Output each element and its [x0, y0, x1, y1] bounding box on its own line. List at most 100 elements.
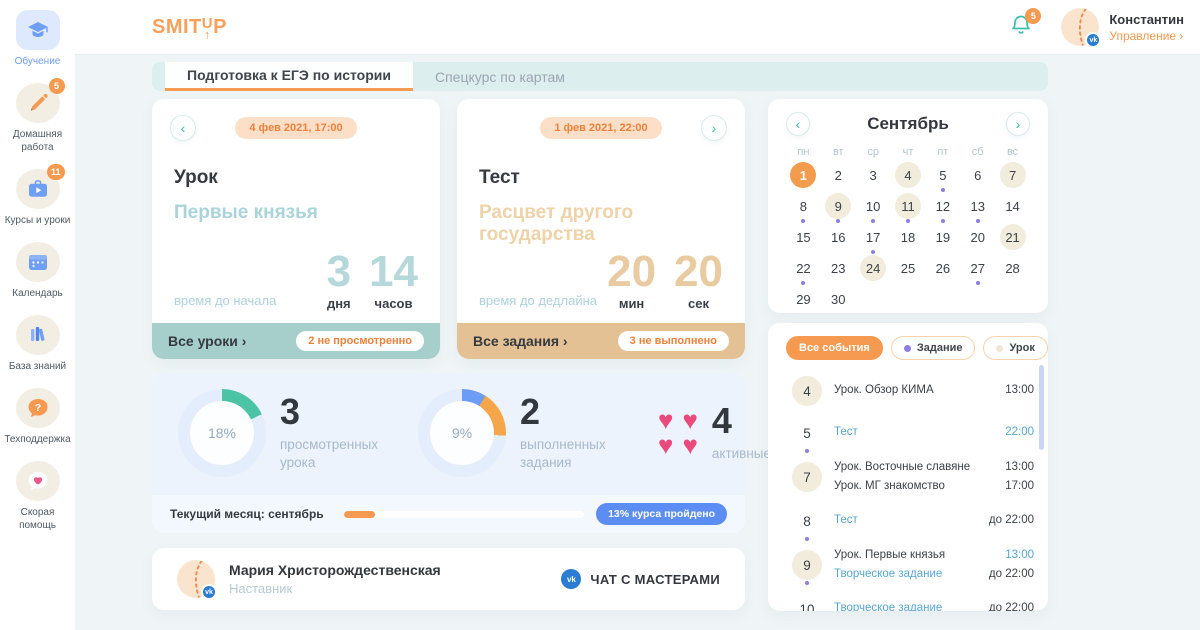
day-number: 30: [831, 291, 846, 307]
day-number: 22: [796, 260, 811, 276]
event-day-number: 4: [792, 376, 822, 406]
day-number: 14: [1005, 198, 1020, 214]
sidebar-item-courses[interactable]: 11 Курсы и уроки: [0, 164, 75, 227]
calendar-day-19[interactable]: 19: [925, 224, 960, 250]
user-name: Константин: [1109, 11, 1184, 27]
calendar-day-24[interactable]: 24: [856, 255, 891, 281]
event-row-day-7[interactable]: 7 Урок. Восточные славяне 13:00 Урок. МГ зн…: [786, 454, 1034, 500]
lesson-prev-button[interactable]: ‹: [170, 115, 196, 141]
vk-icon: vk: [201, 584, 217, 600]
lesson-hours-value: 14: [369, 247, 418, 297]
events-scrollbar[interactable]: [1039, 365, 1044, 450]
event-row-day-10[interactable]: 10 Творческое задание до 22:00: [786, 588, 1034, 611]
sidebar-item-education[interactable]: Обучение: [0, 10, 75, 68]
filter-chip-all[interactable]: Все события: [786, 336, 883, 360]
day-number: 8: [799, 198, 808, 214]
tab-maps-course[interactable]: Спецкурс по картам: [434, 68, 565, 85]
sidebar-item-label: Скорая помощь: [19, 507, 56, 531]
day-number: 2: [834, 167, 842, 183]
sidebar-item-knowledge[interactable]: База знаний: [0, 315, 75, 373]
calendar-day-29[interactable]: 29: [786, 286, 821, 312]
sidebar-count-badge: 5: [48, 78, 65, 94]
calendar-day-13[interactable]: 13: [960, 193, 995, 223]
calendar-day-1[interactable]: 1: [786, 162, 821, 188]
calendar-day-16[interactable]: 16: [821, 224, 856, 250]
chat-with-masters-button[interactable]: vk ЧАТ С МАСТЕРАМИ: [561, 569, 720, 589]
day-number: 16: [831, 229, 846, 245]
lives-count: 4: [711, 399, 732, 441]
event-time: до 22:00: [988, 514, 1034, 527]
calendar-day-11[interactable]: 11: [891, 193, 926, 223]
calendar-day-3[interactable]: 3: [856, 162, 891, 188]
calendar-day-22[interactable]: 22: [786, 255, 821, 285]
test-title: Расцвет другого государства: [479, 202, 634, 245]
notifications-bell-icon[interactable]: 5: [1009, 8, 1042, 40]
filter-chip-lesson[interactable]: Урок: [983, 336, 1048, 360]
sidebar-item-calendar[interactable]: Календарь: [0, 242, 75, 300]
event-row-day-4[interactable]: 4 Урок. Обзор КИМА 13:00: [786, 370, 1034, 412]
event-title: Урок. МГ знакомство: [834, 479, 945, 492]
calendar-day-27[interactable]: 27: [960, 255, 995, 285]
day-number: 27: [970, 260, 985, 276]
calendar-day-17[interactable]: 17: [856, 224, 891, 254]
tab-ege-history[interactable]: Подготовка к ЕГЭ по истории: [165, 62, 413, 91]
mentor-avatar: vk: [177, 560, 217, 600]
mentor-card: vk Мария Христорождественская Наставник …: [152, 548, 745, 610]
all-tasks-link[interactable]: Все задания ›: [473, 333, 568, 349]
sidebar-item-support[interactable]: ? Техподдержка: [0, 388, 75, 446]
calendar-day-6[interactable]: 6: [960, 162, 995, 188]
calendar-day-9[interactable]: 9: [821, 193, 856, 223]
user-manage-link[interactable]: Управление ›: [1109, 28, 1184, 43]
calendar-day-8[interactable]: 8: [786, 193, 821, 223]
filter-chip-task[interactable]: Задание: [890, 336, 976, 360]
sidebar-item-homework[interactable]: 5 Домашняя работа: [0, 78, 75, 154]
day-number: 12: [935, 198, 951, 214]
day-number: 15: [796, 229, 811, 245]
event-row-day-9[interactable]: 9 Урок. Первые князья 13:00 Творческое зада…: [786, 542, 1034, 588]
day-number: 18: [900, 229, 916, 245]
day-number: 20: [970, 229, 985, 245]
all-lessons-footer[interactable]: Все уроки › 2 не просмотренно: [152, 323, 440, 359]
logo-text: SMIT: [152, 15, 202, 38]
calendar-day-18[interactable]: 18: [891, 224, 926, 250]
all-tasks-footer[interactable]: Все задания › 3 не выполнено: [457, 323, 745, 359]
calendar-day-2[interactable]: 2: [821, 162, 856, 188]
weekday-label: вс: [1006, 146, 1019, 158]
day-number: 23: [831, 260, 846, 276]
test-sec-unit: сек: [688, 296, 709, 311]
calendar-day-28[interactable]: 28: [995, 255, 1030, 281]
calendar-day-10[interactable]: 10: [856, 193, 891, 223]
test-next-button[interactable]: ›: [701, 115, 727, 141]
calendar-day-4[interactable]: 4: [891, 162, 926, 188]
sidebar-item-help[interactable]: Скорая помощь: [0, 461, 75, 532]
calendar-day-30[interactable]: 30: [821, 286, 856, 312]
calendar-day-7[interactable]: 7: [995, 162, 1030, 188]
lesson-card: ‹ 4 фев 2021, 17:00 Урок Первые князья в…: [152, 99, 440, 359]
task-dot: [805, 449, 809, 453]
calendar-day-26[interactable]: 26: [925, 255, 960, 281]
calendar-day-20[interactable]: 20: [960, 224, 995, 250]
day-number: 5: [939, 167, 947, 183]
weekday-label: ср: [867, 146, 879, 158]
calendar-day-15[interactable]: 15: [786, 224, 821, 250]
calendar-day-12[interactable]: 12: [925, 193, 960, 223]
calendar-day-21[interactable]: 21: [995, 224, 1030, 250]
calendar-day-14[interactable]: 14: [995, 193, 1030, 219]
user-menu[interactable]: vk Константин Управление ›: [1061, 7, 1184, 48]
all-lessons-link[interactable]: Все уроки ›: [168, 333, 247, 349]
calendar-day-5[interactable]: 5: [925, 162, 960, 192]
filter-chip-label: Урок: [1009, 342, 1035, 354]
event-row-day-5[interactable]: 5 Тест 22:00: [786, 412, 1034, 454]
calendar-day-23[interactable]: 23: [821, 255, 856, 281]
event-row-day-8[interactable]: 8 Тест до 22:00: [786, 500, 1034, 542]
calendar-day-25[interactable]: 25: [891, 255, 926, 281]
course-progress-strip: Текущий месяц: сентябрь 13% курса пройде…: [152, 495, 745, 533]
event-time: до 22:00: [988, 602, 1034, 611]
event-time: 13:00: [1005, 549, 1034, 562]
day-number: 7: [999, 162, 1026, 188]
smitup-logo: SMIT U ↑ P: [152, 15, 227, 42]
calendar-prev-button[interactable]: ‹: [786, 112, 810, 136]
done-tasks-donut: 9%: [418, 389, 506, 477]
lesson-type: Урок: [174, 167, 218, 188]
calendar-next-button[interactable]: ›: [1006, 112, 1030, 136]
